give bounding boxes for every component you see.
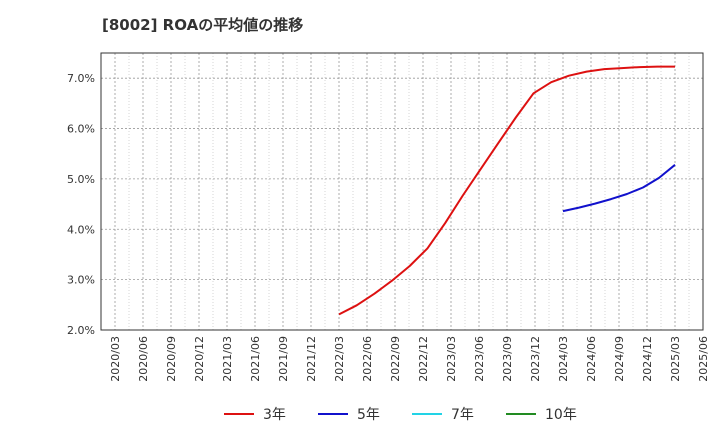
legend: 3年 5年 7年 10年 (224, 407, 577, 423)
x-tick-label: 2022/03 (333, 336, 346, 382)
x-tick-label: 2021/03 (221, 336, 234, 382)
legend-label: 5年 (357, 407, 380, 423)
x-tick-label: 2020/03 (109, 336, 122, 382)
legend-label: 3年 (263, 407, 286, 423)
x-tick-label: 2023/12 (529, 336, 542, 382)
y-tick-label: 6.0% (67, 123, 95, 136)
y-tick-label: 5.0% (67, 173, 95, 186)
y-axis: 2.0% 3.0% 4.0% 5.0% 6.0% 7.0% (67, 72, 95, 337)
series-line (562, 164, 676, 213)
x-tick-label: 2024/06 (585, 336, 598, 382)
plot-background (101, 53, 703, 330)
x-tick-label: 2021/09 (277, 336, 290, 382)
y-tick-label: 7.0% (67, 72, 95, 85)
x-tick-label: 2024/09 (613, 336, 626, 382)
x-tick-label: 2023/03 (445, 336, 458, 382)
x-tick-label: 2021/12 (305, 336, 318, 382)
x-tick-label: 2023/09 (501, 336, 514, 382)
x-tick-label: 2025/06 (697, 336, 710, 382)
chart-title: [8002] ROAの平均値の推移 (102, 16, 304, 34)
legend-label: 7年 (451, 407, 474, 423)
y-tick-label: 2.0% (67, 324, 95, 337)
y-tick-label: 3.0% (67, 274, 95, 287)
x-tick-label: 2020/09 (165, 336, 178, 382)
x-tick-label: 2020/06 (137, 336, 150, 382)
x-tick-label: 2024/12 (641, 336, 654, 382)
legend-label: 10年 (545, 407, 577, 423)
series-line (338, 65, 675, 316)
x-tick-label: 2022/09 (389, 336, 402, 382)
x-tick-label: 2021/06 (249, 336, 262, 382)
series-group (338, 65, 676, 316)
plot-frame (100, 52, 704, 331)
y-tick-label: 4.0% (67, 223, 95, 236)
x-tick-label: 2020/12 (193, 336, 206, 382)
x-tick-label: 2022/12 (417, 336, 430, 382)
grid (101, 53, 704, 330)
x-tick-label: 2024/03 (557, 336, 570, 382)
x-tick-label: 2025/03 (669, 336, 682, 382)
x-tick-label: 2023/06 (473, 336, 486, 382)
x-axis: 2020/03 2020/06 2020/09 2020/12 2021/03 2021/… (109, 336, 710, 382)
x-tick-label: 2022/06 (361, 336, 374, 382)
